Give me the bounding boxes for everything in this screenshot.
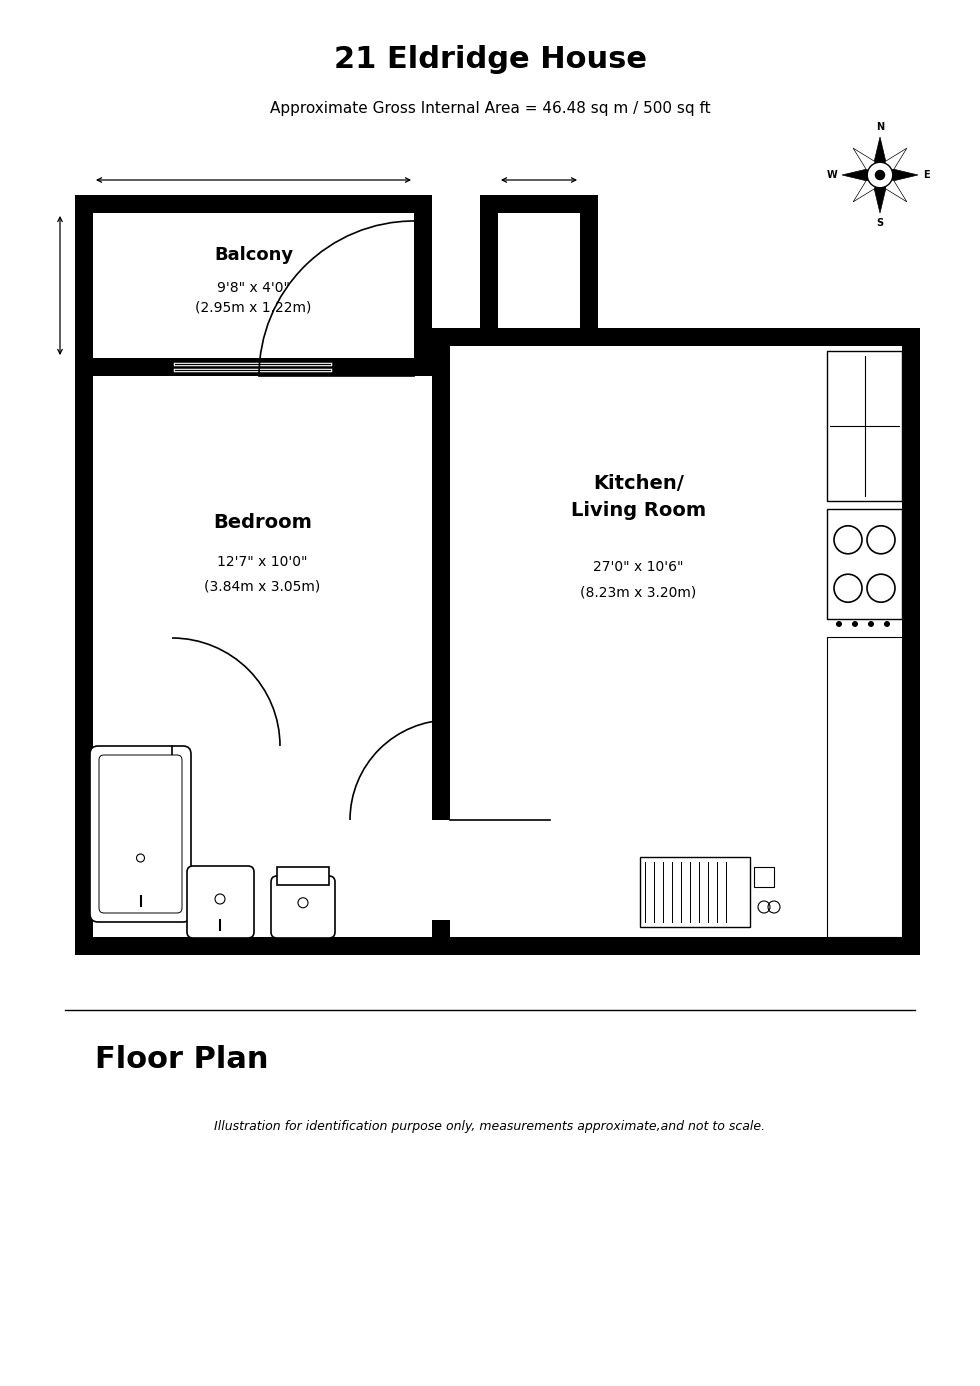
Text: Balcony: Balcony — [214, 247, 293, 265]
Bar — [352, 728, 370, 937]
Bar — [93, 213, 414, 358]
Circle shape — [875, 169, 885, 180]
Text: N: N — [876, 122, 884, 132]
Text: E: E — [923, 170, 930, 180]
Text: W: W — [826, 170, 837, 180]
Polygon shape — [854, 175, 880, 202]
Text: (8.23m x 3.20m): (8.23m x 3.20m) — [580, 585, 697, 599]
Text: 9'8" x 4'0": 9'8" x 4'0" — [217, 280, 290, 294]
FancyBboxPatch shape — [90, 746, 191, 922]
Polygon shape — [880, 148, 906, 175]
Bar — [827, 509, 902, 620]
Bar — [498, 213, 580, 328]
Text: 12'7" x 10'0": 12'7" x 10'0" — [218, 554, 308, 570]
Circle shape — [884, 621, 890, 626]
Text: 27'0" x 10'6": 27'0" x 10'6" — [593, 560, 684, 574]
Polygon shape — [842, 169, 880, 180]
Text: Floor Plan: Floor Plan — [95, 1045, 269, 1074]
Bar — [432, 821, 450, 920]
Polygon shape — [874, 175, 886, 213]
Text: Kitchen/
Living Room: Kitchen/ Living Room — [571, 474, 706, 520]
Bar — [93, 728, 172, 746]
Circle shape — [836, 621, 842, 626]
Text: Illustration for identification purpose only, measurements approximate,and not t: Illustration for identification purpose … — [215, 1120, 765, 1132]
Bar — [754, 868, 774, 887]
Bar — [827, 638, 902, 937]
Circle shape — [867, 162, 893, 187]
Bar — [280, 728, 352, 746]
Bar — [93, 358, 175, 376]
Bar — [330, 358, 432, 376]
Text: Approximate Gross Internal Area = 46.48 sq m / 500 sq ft: Approximate Gross Internal Area = 46.48 … — [270, 101, 710, 115]
Bar — [450, 346, 902, 937]
Polygon shape — [880, 169, 918, 180]
FancyBboxPatch shape — [99, 755, 182, 913]
Text: (2.95m x 1.22m): (2.95m x 1.22m) — [195, 301, 312, 315]
Polygon shape — [880, 175, 906, 202]
Text: 21 Eldridge House: 21 Eldridge House — [333, 46, 647, 75]
Bar — [93, 376, 432, 937]
Polygon shape — [75, 195, 920, 955]
Polygon shape — [874, 137, 886, 175]
Polygon shape — [854, 148, 880, 175]
Text: S: S — [876, 218, 884, 229]
FancyBboxPatch shape — [271, 876, 335, 938]
Text: Bedroom: Bedroom — [213, 513, 312, 531]
Bar — [277, 868, 329, 886]
Bar — [640, 857, 750, 927]
Circle shape — [868, 621, 874, 626]
Bar — [827, 351, 902, 500]
FancyBboxPatch shape — [187, 866, 254, 938]
Text: (3.84m x 3.05m): (3.84m x 3.05m) — [205, 579, 320, 595]
Circle shape — [852, 621, 858, 626]
